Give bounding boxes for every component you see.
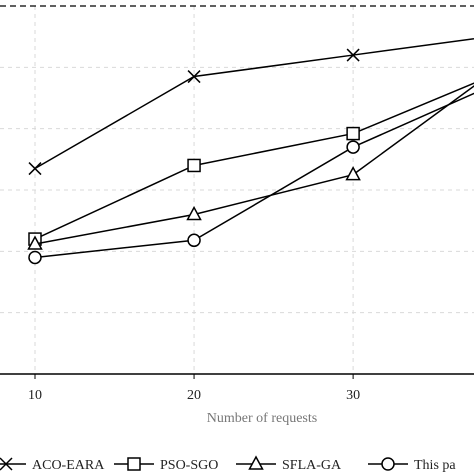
x-axis-ticks: 10 20 30: [28, 374, 360, 403]
legend-label: This pa: [414, 458, 456, 473]
series-x: [28, 37, 474, 176]
x-tick-label: 30: [346, 388, 360, 403]
legend-item: ACO-EARA: [0, 457, 105, 473]
series-line: [34, 85, 474, 245]
legend-marker-triangle: [248, 455, 264, 470]
legend-label: ACO-EARA: [32, 458, 105, 473]
series-line: [34, 82, 474, 240]
data-point-square: [346, 126, 360, 141]
data-point-circle: [346, 140, 360, 154]
legend-item: SFLA-GA: [236, 455, 342, 473]
data-point-circle: [28, 250, 42, 265]
data-point-triangle: [345, 166, 361, 181]
legend: ACO-EARA PSO-SGO SFLA-GA This pa: [0, 455, 456, 473]
series-circle: [28, 92, 474, 265]
legend-item: PSO-SGO: [114, 457, 218, 473]
data-point-x: [28, 162, 42, 176]
data-point-square: [187, 158, 201, 173]
series-layer: [27, 37, 474, 265]
legend-marker-square: [127, 457, 141, 471]
data-point-x: [187, 70, 201, 84]
x-axis-title: Number of requests: [207, 411, 317, 426]
data-point-x: [346, 48, 360, 62]
legend-label: PSO-SGO: [160, 458, 218, 473]
legend-marker-x: [0, 457, 13, 471]
legend-marker-circle: [381, 457, 395, 471]
series-line: [34, 92, 474, 259]
data-point-circle: [187, 233, 201, 248]
legend-item: This pa: [368, 457, 456, 473]
grid-lines: [0, 6, 474, 374]
series-line: [34, 37, 474, 170]
x-tick-label: 20: [187, 388, 201, 403]
data-point-triangle: [27, 235, 43, 250]
series-triangle: [27, 85, 474, 250]
data-point-triangle: [186, 205, 202, 221]
legend-label: SFLA-GA: [282, 458, 342, 473]
series-square: [28, 82, 474, 246]
x-tick-label: 10: [28, 388, 42, 403]
